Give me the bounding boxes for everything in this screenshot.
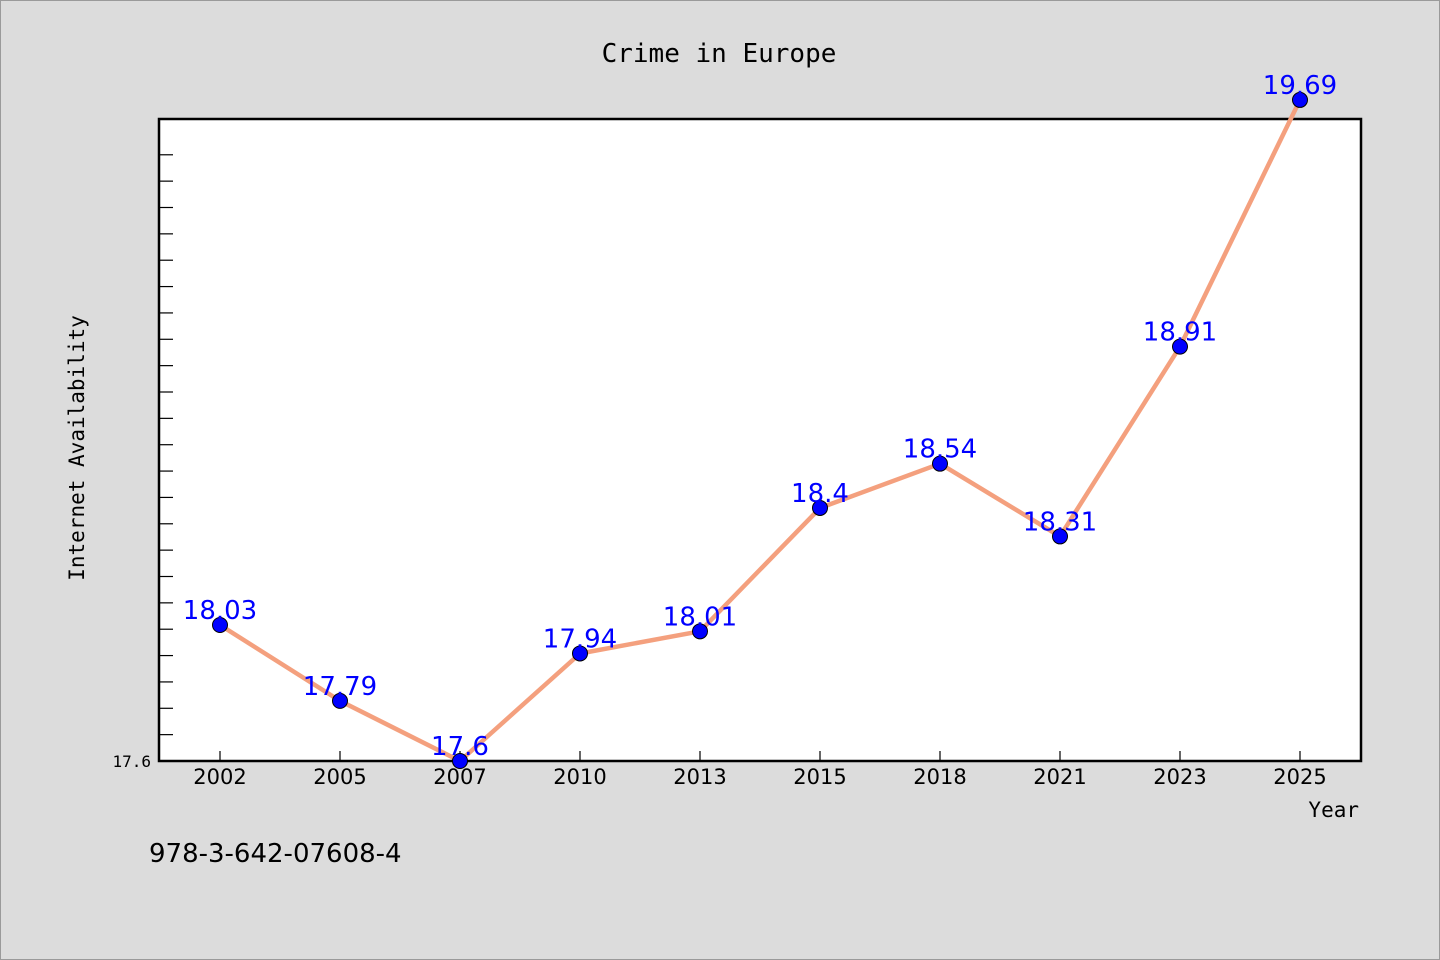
data-point: [692, 623, 708, 640]
y-axis-label: Internet Availability: [65, 315, 89, 581]
data-label: 17.6: [431, 732, 489, 762]
plot-area: [157, 117, 1363, 763]
x-tick-label: 2002: [193, 765, 246, 789]
chart-title: Crime in Europe: [602, 39, 837, 69]
data-point: [1052, 528, 1068, 545]
x-tick-label: 2021: [1033, 765, 1086, 789]
series-line-group: [217, 97, 1303, 764]
x-tick-label: 2010: [553, 765, 606, 789]
data-point: [212, 616, 228, 633]
footnote-isbn: 978-3-642-07608-4: [149, 839, 402, 869]
data-label: 17.94: [543, 624, 617, 654]
data-label: 19.69: [1263, 71, 1337, 101]
data-point: [452, 753, 468, 769]
x-tick-label: 2013: [673, 765, 726, 789]
data-labels: 18.03 17.79 17.6 17.94 18.01 18.4 18.54 18.31 18…: [183, 71, 1337, 762]
data-point: [1172, 338, 1188, 355]
data-label: 18.31: [1023, 507, 1097, 537]
x-tick-label: 2023: [1153, 765, 1206, 789]
data-point: [932, 455, 948, 472]
data-label: 17.79: [303, 672, 377, 702]
x-tick-label: 2015: [793, 765, 846, 789]
data-label: 18.91: [1143, 318, 1217, 348]
data-label: 18.01: [663, 602, 737, 632]
x-axis-ticks: 2002 2005 2007 2010 2013 2015 2018 2021 2023 2025: [193, 751, 1327, 789]
data-point: [332, 692, 348, 709]
data-label: 18.54: [903, 435, 977, 465]
data-point: [572, 645, 588, 662]
x-tick-label: 2005: [313, 765, 366, 789]
data-markers: [212, 91, 1308, 769]
y-tick-label: 17.6: [112, 752, 151, 771]
data-label: 18.03: [183, 596, 257, 626]
x-tick-label: 2018: [913, 765, 966, 789]
data-label: 18.4: [791, 479, 849, 509]
y-axis-ticks: 17.6: [112, 154, 173, 771]
series-line: [217, 97, 1303, 764]
x-axis-label: Year: [1308, 798, 1359, 822]
data-point: [1292, 91, 1308, 108]
data-point: [812, 499, 828, 516]
x-tick-label: 2025: [1273, 765, 1326, 789]
